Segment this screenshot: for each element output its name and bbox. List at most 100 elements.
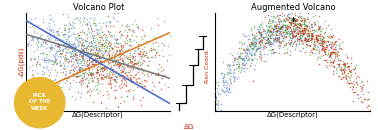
Point [298,30,304,32]
Point [366,112,372,114]
Point [246,38,252,40]
Point [107,44,113,47]
Point [113,20,119,22]
Point [284,36,290,38]
Point [123,55,129,57]
Point [153,74,159,76]
Point [313,34,319,36]
Point [258,56,264,58]
Point [65,31,71,33]
Point [325,36,332,38]
Point [209,101,215,103]
Point [70,43,76,45]
Point [345,75,352,77]
Point [48,46,54,48]
Point [121,72,127,74]
Point [301,29,307,31]
Point [72,54,78,56]
Point [90,59,96,61]
Point [87,48,93,50]
Point [160,55,166,57]
Point [4,60,10,62]
Point [63,52,69,54]
Point [260,48,266,50]
Point [364,106,370,108]
Point [129,64,135,66]
Point [87,73,93,75]
Point [275,20,281,22]
Point [63,24,69,26]
Point [123,77,129,79]
Point [62,47,68,49]
Point [92,22,98,24]
Point [91,51,98,53]
Point [46,50,52,52]
Point [46,71,53,73]
Point [221,91,227,93]
Point [299,35,305,37]
Point [124,35,130,37]
Point [121,100,127,102]
Point [243,54,249,56]
Point [318,44,324,46]
Point [317,35,323,38]
Point [299,32,305,34]
Point [68,59,74,61]
Point [241,64,247,66]
Point [91,17,97,20]
Point [56,44,62,46]
Point [86,71,92,73]
Point [85,54,91,56]
Point [206,95,212,97]
Point [46,9,52,11]
Point [333,44,339,46]
Point [223,87,229,89]
Point [79,47,85,50]
Point [305,32,311,34]
Point [102,75,108,77]
Point [290,22,296,24]
Point [116,65,122,67]
Point [98,78,104,80]
Point [218,109,224,111]
Point [288,45,294,47]
Point [284,32,290,34]
Point [292,30,298,32]
Point [336,63,342,65]
Point [72,9,78,11]
Point [151,48,157,50]
Point [316,26,322,28]
Point [92,59,98,61]
Point [51,55,57,57]
Point [40,40,46,42]
Point [304,35,310,37]
Point [262,36,268,38]
Point [308,23,314,25]
Point [284,25,290,27]
Point [162,83,168,85]
Point [98,67,104,69]
Point [70,54,76,56]
Point [354,75,360,77]
Point [114,38,120,40]
Point [291,18,297,20]
Point [71,67,77,69]
Point [237,55,243,57]
Point [43,41,49,43]
Point [72,58,78,60]
Point [336,65,342,67]
Point [263,35,270,38]
Point [104,69,110,71]
Point [224,86,230,88]
X-axis label: ΔG(Descriptor): ΔG(Descriptor) [267,112,319,118]
Point [302,38,308,40]
Point [89,35,95,37]
Point [259,39,265,41]
Point [93,60,99,63]
Point [214,104,220,106]
Point [132,19,138,21]
Point [56,46,62,48]
Point [234,58,240,60]
Point [113,51,119,54]
Point [136,47,143,49]
